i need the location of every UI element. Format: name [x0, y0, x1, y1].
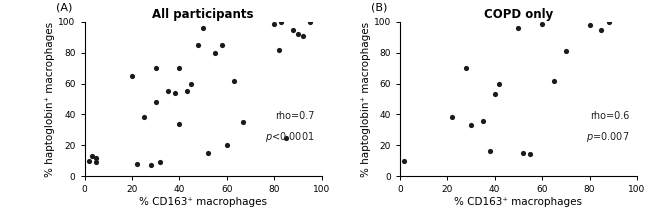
Point	[461, 66, 471, 70]
Point	[447, 116, 457, 119]
Point	[269, 22, 280, 25]
Point	[596, 28, 606, 31]
Point	[127, 74, 137, 78]
Point	[131, 162, 142, 165]
Point	[84, 159, 94, 162]
Point	[298, 34, 308, 38]
Point	[146, 163, 156, 167]
Point	[181, 90, 192, 93]
Point	[186, 82, 196, 85]
Point	[229, 79, 239, 82]
Point	[170, 91, 180, 95]
Point	[155, 160, 166, 164]
Point	[151, 100, 161, 104]
Y-axis label: % haptoglobin⁺ macrophages: % haptoglobin⁺ macrophages	[361, 21, 370, 177]
Point	[305, 20, 315, 24]
Point	[584, 23, 595, 27]
Point	[91, 156, 101, 159]
Point	[292, 33, 303, 36]
Title: All participants: All participants	[152, 8, 254, 21]
Text: $\it{p}$<0.0001: $\it{p}$<0.0001	[265, 130, 315, 144]
Point	[399, 159, 410, 162]
Point	[560, 50, 571, 53]
Point	[174, 66, 185, 70]
Point	[478, 119, 488, 122]
Point	[485, 150, 495, 153]
Text: rho=0.7: rho=0.7	[275, 111, 315, 121]
Point	[162, 90, 173, 93]
Point	[489, 93, 500, 96]
Text: rho=0.6: rho=0.6	[590, 111, 630, 121]
Point	[549, 79, 559, 82]
Point	[603, 20, 614, 24]
Point	[518, 151, 528, 155]
Point	[465, 123, 476, 127]
Point	[193, 43, 203, 47]
Text: (A): (A)	[56, 3, 72, 13]
Y-axis label: % haptoglobin⁺ macrophages: % haptoglobin⁺ macrophages	[46, 21, 55, 177]
Point	[217, 43, 228, 47]
Point	[91, 160, 101, 164]
Point	[151, 66, 161, 70]
X-axis label: % CD163⁺ macrophages: % CD163⁺ macrophages	[139, 197, 267, 207]
Text: $\it{p}$=0.007: $\it{p}$=0.007	[586, 130, 630, 144]
Point	[537, 22, 547, 25]
Point	[274, 48, 284, 51]
Title: COPD only: COPD only	[484, 8, 553, 21]
Point	[198, 26, 208, 30]
Point	[86, 154, 97, 158]
Point	[276, 20, 287, 24]
Point	[525, 153, 536, 156]
Point	[210, 51, 220, 55]
Point	[514, 26, 524, 30]
Text: (B): (B)	[371, 3, 387, 13]
Point	[203, 151, 213, 155]
Point	[494, 82, 504, 85]
Point	[174, 122, 185, 125]
Point	[239, 120, 249, 124]
Point	[281, 136, 291, 139]
X-axis label: % CD163⁺ macrophages: % CD163⁺ macrophages	[454, 197, 582, 207]
Point	[288, 28, 298, 31]
Point	[222, 143, 232, 147]
Point	[138, 116, 149, 119]
